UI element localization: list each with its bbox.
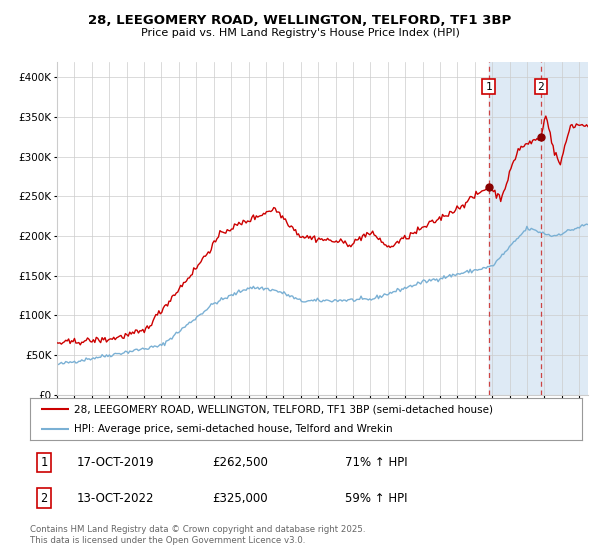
Text: 59% ↑ HPI: 59% ↑ HPI — [344, 492, 407, 505]
Text: HPI: Average price, semi-detached house, Telford and Wrekin: HPI: Average price, semi-detached house,… — [74, 424, 393, 434]
Text: Contains HM Land Registry data © Crown copyright and database right 2025.
This d: Contains HM Land Registry data © Crown c… — [30, 525, 365, 545]
Text: £262,500: £262,500 — [212, 456, 268, 469]
Text: 17-OCT-2019: 17-OCT-2019 — [77, 456, 155, 469]
Text: 1: 1 — [40, 456, 47, 469]
Text: 2: 2 — [40, 492, 47, 505]
Text: £325,000: £325,000 — [212, 492, 268, 505]
Text: 13-OCT-2022: 13-OCT-2022 — [77, 492, 154, 505]
Text: 2: 2 — [538, 82, 544, 92]
Text: 1: 1 — [485, 82, 492, 92]
Bar — [488, 62, 588, 395]
Text: 28, LEEGOMERY ROAD, WELLINGTON, TELFORD, TF1 3BP: 28, LEEGOMERY ROAD, WELLINGTON, TELFORD,… — [88, 14, 512, 27]
Text: 28, LEEGOMERY ROAD, WELLINGTON, TELFORD, TF1 3BP (semi-detached house): 28, LEEGOMERY ROAD, WELLINGTON, TELFORD,… — [74, 404, 493, 414]
Text: Price paid vs. HM Land Registry's House Price Index (HPI): Price paid vs. HM Land Registry's House … — [140, 28, 460, 38]
Text: 71% ↑ HPI: 71% ↑ HPI — [344, 456, 407, 469]
